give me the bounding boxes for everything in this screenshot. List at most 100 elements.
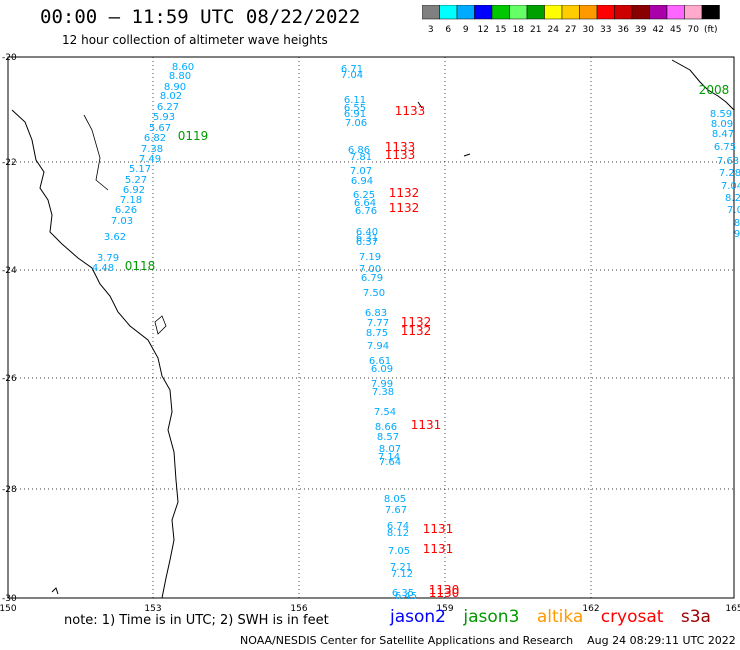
swh-value: 7.00 bbox=[359, 264, 381, 275]
color-scale-label: 9 bbox=[463, 25, 469, 35]
swh-value: 7.77 bbox=[367, 318, 389, 329]
track-id: 1130 bbox=[429, 583, 460, 597]
swh-value: 3.62 bbox=[104, 232, 126, 243]
lat-label: -20 bbox=[2, 53, 17, 63]
sat-altika: altika bbox=[536, 607, 584, 627]
swh-value: 6.75 bbox=[714, 142, 736, 153]
swh-value: 6.55 bbox=[344, 103, 366, 114]
swh-value: 6.37 bbox=[356, 237, 378, 248]
swh-value: 7.99 bbox=[371, 379, 393, 390]
swh-value: 8 bbox=[734, 218, 740, 229]
swh-value: 6.26 bbox=[115, 205, 137, 216]
swh-value: 7.63 bbox=[717, 156, 739, 167]
track-id: 2008 bbox=[699, 83, 730, 97]
swh-value: 8.60 bbox=[172, 62, 194, 73]
track-id: 0119 bbox=[178, 129, 209, 143]
color-scale-label: 3 bbox=[428, 25, 434, 35]
swh-value: 4.48 bbox=[92, 263, 114, 274]
track-id: 1132 bbox=[401, 315, 432, 329]
swh-value: 7.21 bbox=[390, 562, 412, 573]
sat-jason3: jason3 bbox=[463, 607, 520, 627]
swh-value: 8.12 bbox=[387, 528, 409, 539]
swh-value: 8.05 bbox=[384, 494, 406, 505]
lon-label: 150 bbox=[0, 604, 17, 614]
color-scale-label: (ft) bbox=[704, 25, 718, 35]
credit-line: NOAA/NESDIS Center for Satellite Applica… bbox=[240, 634, 736, 647]
credit-text: NOAA/NESDIS Center for Satellite Applica… bbox=[240, 634, 574, 647]
color-scale-label: 24 bbox=[548, 25, 560, 35]
swh-value: 7.67 bbox=[385, 505, 407, 516]
swh-value: 6.64 bbox=[354, 198, 376, 209]
swh-value: 8.07 bbox=[379, 444, 401, 455]
color-scale-label: 70 bbox=[688, 25, 700, 35]
map-frame bbox=[7, 56, 735, 599]
lon-label: 162 bbox=[582, 604, 599, 614]
swh-value: 7.64 bbox=[379, 457, 401, 468]
swh-value: 8.75 bbox=[366, 328, 388, 339]
swh-value: 6.40 bbox=[356, 227, 378, 238]
swh-value: 7.12 bbox=[391, 569, 413, 580]
track-id: 1133 bbox=[395, 104, 426, 118]
swh-value: 7.28 bbox=[719, 168, 740, 179]
swh-value: 6.74 bbox=[387, 521, 409, 532]
color-scale-label: 45 bbox=[670, 25, 681, 35]
track-id: 1131 bbox=[411, 418, 442, 432]
color-scale-legend: 3 6 9 12 15 18 21 24 27 30 33 36 39 42 45 70 (ft) bbox=[422, 5, 720, 35]
island bbox=[463, 153, 471, 157]
footer-note: note: 1) Time is in UTC; 2) SWH is in fe… bbox=[64, 613, 329, 628]
track-id: 1132 bbox=[401, 324, 432, 338]
swh-value: 7.03 bbox=[111, 216, 133, 227]
swh-value: 8.2 bbox=[725, 193, 740, 204]
swh-value: 7.14 bbox=[378, 452, 400, 463]
swh-value: 6.71 bbox=[341, 64, 363, 75]
color-scale-label: 39 bbox=[635, 25, 647, 35]
swh-value: 7.0 bbox=[727, 205, 740, 216]
swh-value: 8.57 bbox=[377, 432, 399, 443]
swh-value: 7.05 bbox=[388, 546, 410, 557]
lat-label: -22 bbox=[2, 158, 17, 168]
swh-value: 7.94 bbox=[367, 341, 389, 352]
swh-value: 7.19 bbox=[359, 252, 381, 263]
color-scale-label: 15 bbox=[495, 25, 506, 35]
lat-label: -28 bbox=[2, 485, 17, 495]
lon-label: 159 bbox=[436, 604, 453, 614]
color-scale-label: 18 bbox=[513, 25, 525, 35]
swh-value: 8.02 bbox=[160, 91, 182, 102]
swh-value: 7.38 bbox=[372, 387, 394, 398]
swh-value: 6.09 bbox=[371, 364, 393, 375]
swh-value: 8.66 bbox=[375, 422, 397, 433]
sat-cryosat: cryosat bbox=[600, 607, 664, 627]
swh-value: 6.92 bbox=[123, 185, 145, 196]
island bbox=[417, 101, 423, 109]
swh-value: 7.18 bbox=[120, 195, 142, 206]
island bbox=[154, 315, 167, 335]
swh-value: 5.67 bbox=[149, 123, 171, 134]
coastline bbox=[83, 114, 109, 191]
lat-label: -26 bbox=[2, 374, 17, 384]
color-scale-label: 36 bbox=[618, 25, 630, 35]
swh-value: 6.94 bbox=[351, 176, 373, 187]
satellite-legend: jason2 jason3 altika cryosat s3a bbox=[390, 607, 723, 627]
map-subtitle: 12 hour collection of altimeter wave hei… bbox=[62, 33, 328, 47]
swh-value: 6.27 bbox=[157, 102, 179, 113]
color-scale-label: 33 bbox=[600, 25, 611, 35]
color-scale-label: 6 bbox=[445, 25, 451, 35]
track-id: 1130 bbox=[429, 586, 460, 600]
island bbox=[51, 587, 59, 595]
map-title: 00:00 – 11:59 UTC 08/22/2022 bbox=[40, 6, 361, 28]
swh-value: 8.59 bbox=[710, 109, 732, 120]
swh-value: 6.35 bbox=[392, 588, 414, 599]
lon-label: 165 bbox=[725, 604, 740, 614]
lat-label: -30 bbox=[2, 594, 17, 604]
lon-label: 156 bbox=[290, 604, 307, 614]
swh-value: 6.86 bbox=[348, 145, 370, 156]
swh-value: 6.11 bbox=[344, 95, 366, 106]
color-scale-label: 30 bbox=[583, 25, 595, 35]
swh-value: 7.81 bbox=[350, 152, 372, 163]
swh-value: 7.04 bbox=[341, 70, 363, 81]
swh-value: 7.38 bbox=[141, 144, 163, 155]
swh-value: 6.31 bbox=[356, 233, 378, 244]
swh-value: 6.45 bbox=[395, 591, 417, 602]
swh-value: 5.17 bbox=[129, 164, 151, 175]
